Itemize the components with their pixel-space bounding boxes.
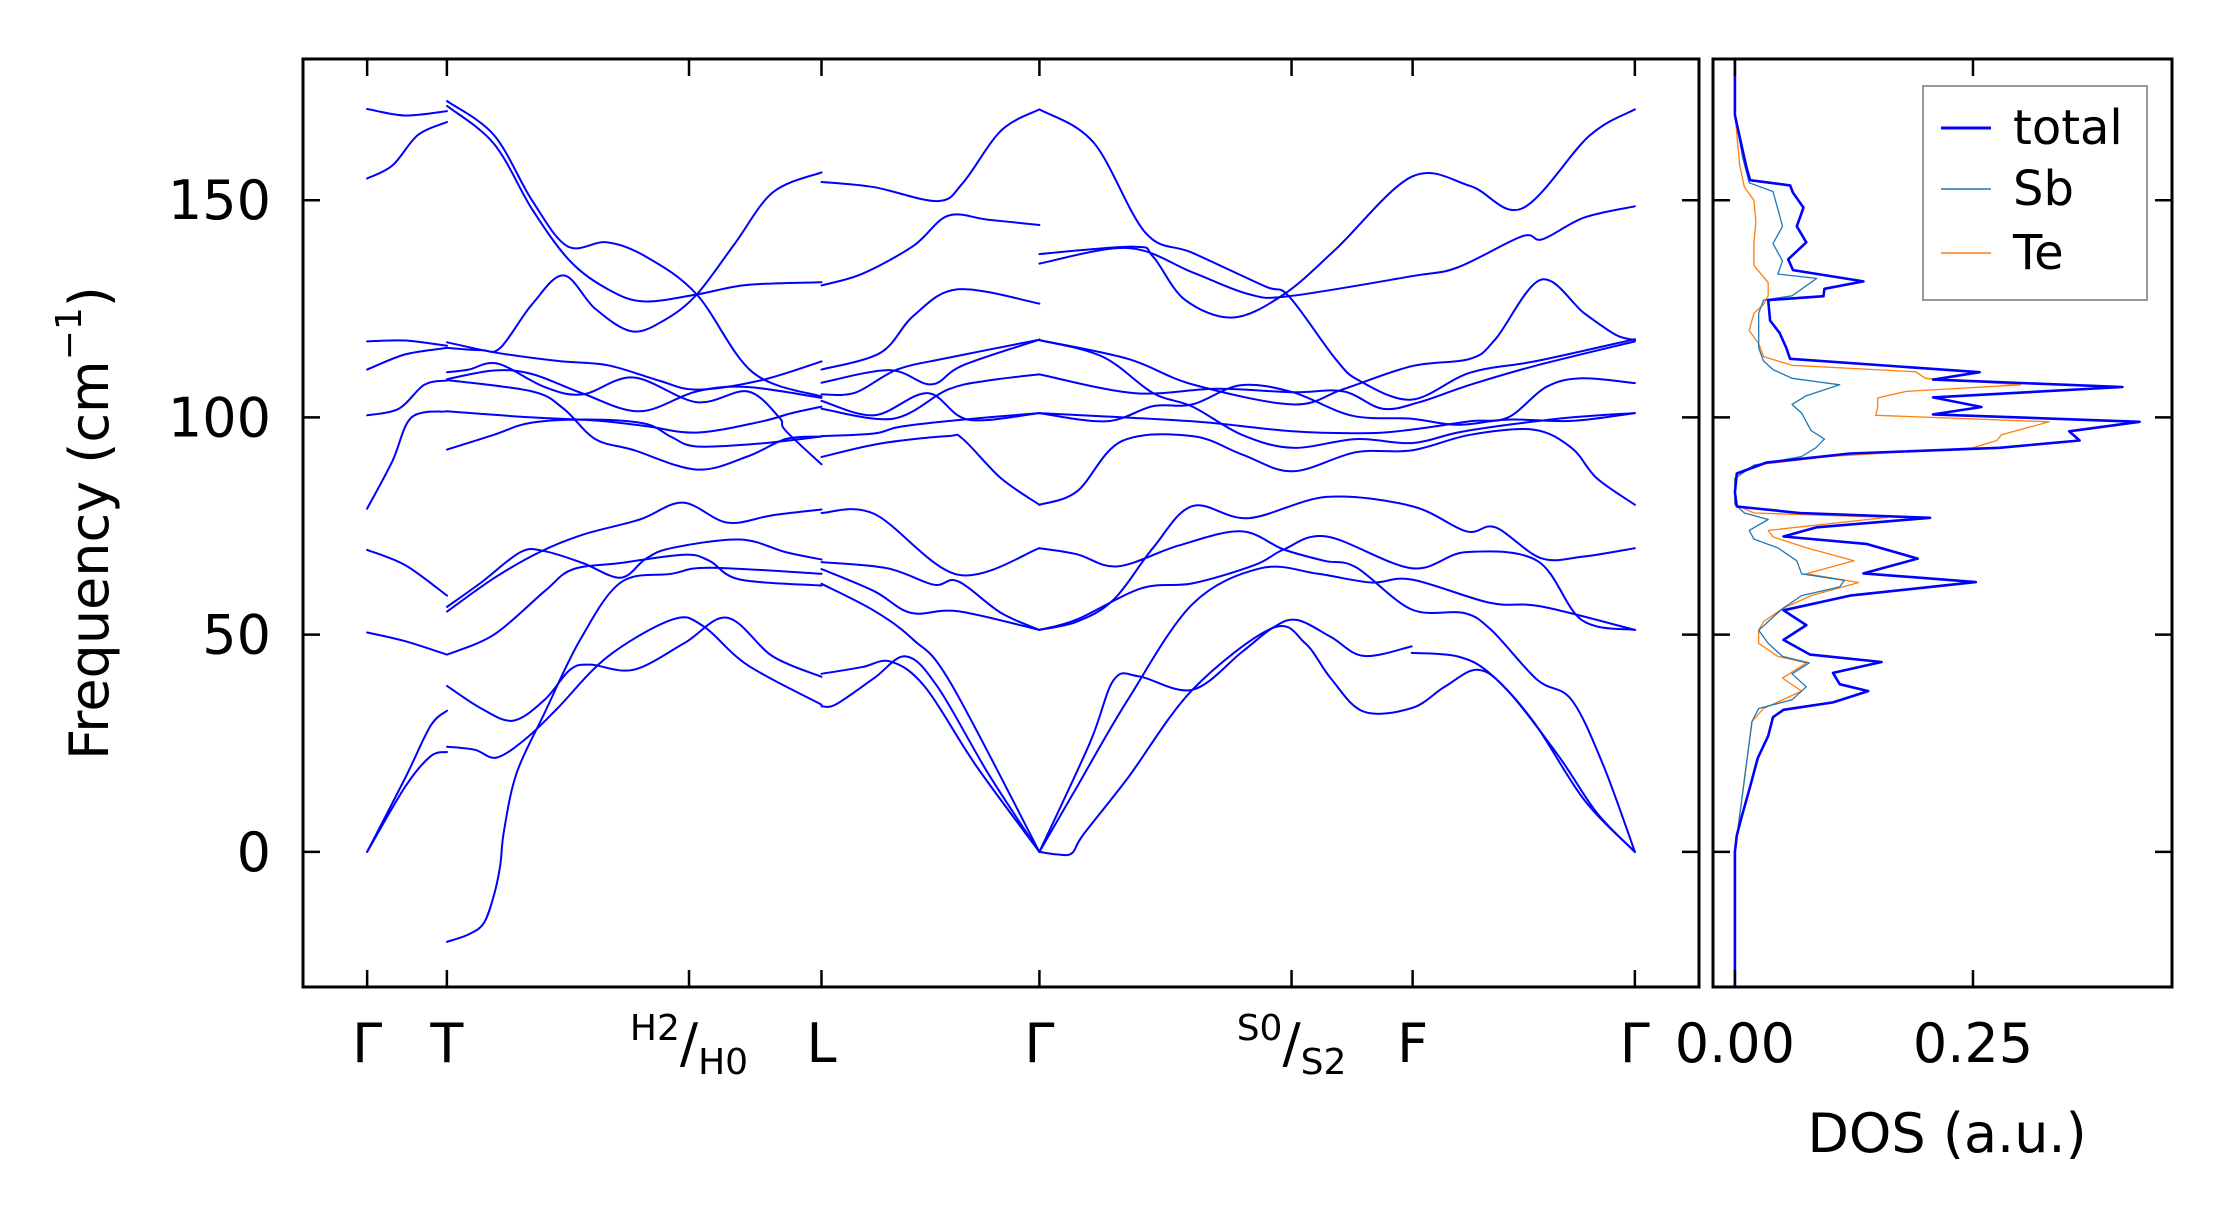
phonon-band-line (366, 346, 448, 371)
legend-label-te: Te (2012, 225, 2064, 281)
dos-lines (1733, 59, 2141, 987)
legend-box (1922, 85, 2148, 301)
x-tick-label-separator: / (1282, 1012, 1301, 1075)
legend-label-total: total (2013, 100, 2123, 156)
dos-x-axis-label: DOS (a.u.) (1807, 1102, 2086, 1165)
phonon-band-line (820, 568, 1041, 631)
band-ticks (303, 59, 2172, 987)
x-tick-label: Γ (1620, 1012, 1650, 1075)
phonon-band-line (820, 582, 1041, 853)
phonon-band-line (1038, 339, 1636, 449)
phonon-band-line (1038, 377, 1636, 435)
dos-axes-frame (1711, 57, 2174, 989)
phonon-band-line (446, 361, 823, 466)
phonon-band-line (366, 548, 448, 597)
y-axis-label-superscript: −1 (49, 307, 90, 360)
x-tick-label: Γ (352, 1012, 382, 1075)
dos-x-tick-label: 0.00 (1675, 1012, 1795, 1075)
phonon-band-line (820, 433, 1041, 506)
x-tick-label: S0/S2 (1237, 1008, 1347, 1083)
x-tick-label-upper: S0 (1237, 1008, 1283, 1049)
phonon-band-line (446, 100, 823, 398)
x-tick-label-upper: H2 (630, 1008, 680, 1049)
phonon-band-line (446, 418, 823, 451)
phonon-band-line (366, 709, 448, 853)
y-tick-label: 150 (168, 169, 271, 232)
phonon-band-line (366, 339, 448, 347)
dos-ticks (1733, 59, 1975, 987)
phonon-band-line (446, 379, 823, 471)
y-tick-label: 100 (168, 386, 271, 449)
phonon-band-line (1038, 340, 1636, 411)
phonon-band-line (820, 108, 1041, 203)
phonon-band-line (1038, 278, 1636, 406)
phonon-band-line (1038, 530, 1636, 853)
phonon-band-line (446, 501, 823, 613)
phonon-band-line (820, 338, 1041, 386)
y-axis-label: Frequency (cm−1) (49, 286, 121, 760)
x-tick-label: H2/H0 (630, 1008, 748, 1083)
y-tick-label: 50 (202, 604, 271, 667)
phonon-band-line (820, 392, 1041, 422)
phonon-band-line (820, 508, 1041, 577)
phonon-band-line (1038, 534, 1636, 631)
phonon-band-line (820, 561, 1041, 631)
y-axis-label-tail: ) (58, 286, 121, 307)
phonon-band-line (820, 338, 1041, 396)
phonon-band-line (366, 108, 448, 117)
phonon-band-line (1038, 108, 1636, 401)
phonon-band-line (820, 373, 1041, 421)
phonon-band-line (446, 553, 823, 656)
x-tick-label: Γ (1024, 1012, 1054, 1075)
phonon-band-line (446, 405, 823, 434)
phonon-band-line (1038, 427, 1636, 506)
dos-x-tick-label: 0.25 (1913, 1012, 2033, 1075)
phonon-band-line (820, 659, 1041, 853)
phonon-band-line (820, 213, 1041, 287)
phonon-band-line (446, 369, 823, 413)
legend-label-sb: Sb (2013, 161, 2074, 217)
x-tick-label-lower: S2 (1301, 1042, 1347, 1083)
phonon-band-line (366, 379, 448, 417)
phonon-band-line (1038, 205, 1636, 299)
phonon-band-line (1038, 108, 1636, 319)
x-tick-label-separator: / (680, 1012, 699, 1075)
phonon-band-line (366, 751, 448, 853)
phonon-band-line (1038, 495, 1636, 631)
phonon-band-line (1038, 618, 1413, 853)
phonon-band-line (1038, 383, 1636, 426)
phonon-band-line (820, 655, 1041, 853)
phonon-band-line (366, 631, 448, 656)
phonon-band-line (446, 341, 823, 391)
phonon-band-line (446, 566, 823, 943)
x-tick-label: T (429, 1012, 464, 1075)
band-axes-frame (301, 57, 1701, 989)
phonon-band-line (820, 412, 1041, 438)
phonon-band-line (820, 288, 1041, 371)
phonon-band-line (446, 616, 823, 722)
phonon-band-line (1038, 565, 1636, 853)
phonon-band-line (366, 121, 448, 180)
phonon-band-line (446, 616, 823, 759)
phonon-band-line (1038, 625, 1636, 857)
phonon-band-line (366, 410, 448, 510)
phonon-band-line (446, 104, 823, 303)
y-axis-label-text: Frequency (cm (58, 360, 121, 760)
x-tick-label-lower: H0 (698, 1042, 748, 1083)
x-tick-label: L (806, 1012, 836, 1075)
band-lines (366, 100, 1636, 943)
phonon-band-line (446, 171, 823, 353)
dos-tick-labels: 0.00 0.25 (1675, 1012, 2033, 1075)
y-tick-label: 0 (237, 821, 271, 884)
x-tick-label: F (1397, 1012, 1428, 1075)
phonon-band-line (446, 538, 823, 608)
dos-line-total (1733, 59, 2141, 987)
